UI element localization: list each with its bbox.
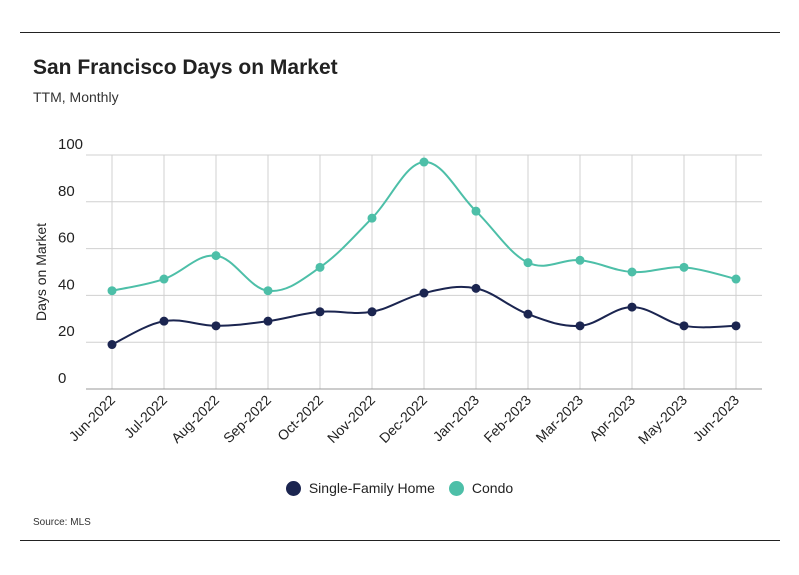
top-rule — [20, 32, 780, 33]
x-tick-label: Jul-2022 — [121, 392, 170, 441]
y-tick-label: 40 — [58, 276, 75, 293]
data-point-condo[interactable] — [315, 262, 325, 272]
data-point-single-family[interactable] — [367, 307, 377, 317]
data-point-condo[interactable] — [367, 213, 377, 223]
x-tick-label: Nov-2022 — [324, 392, 378, 446]
legend: Single-Family Home Condo — [0, 480, 799, 496]
x-tick-label: Sep-2022 — [220, 392, 274, 446]
legend-label-condo: Condo — [471, 480, 514, 496]
grid-lines — [86, 154, 762, 390]
data-point-condo[interactable] — [627, 267, 637, 277]
x-tick-label: Jun-2023 — [690, 392, 743, 445]
data-point-single-family[interactable] — [731, 321, 741, 331]
y-tick-labels: 0 20 40 60 80 100 — [58, 136, 83, 387]
y-tick-label: 20 — [58, 323, 75, 340]
data-point-condo[interactable] — [575, 255, 585, 265]
x-tick-label: Feb-2023 — [480, 392, 534, 446]
data-point-condo[interactable] — [211, 251, 221, 261]
data-point-single-family[interactable] — [575, 321, 585, 331]
y-tick-label: 100 — [58, 136, 83, 153]
x-tick-label: Aug-2022 — [168, 392, 222, 446]
y-axis-label: Days on Market — [33, 223, 49, 321]
data-point-single-family[interactable] — [471, 283, 481, 293]
x-tick-label: Oct-2022 — [274, 392, 326, 444]
x-tick-label: Jan-2023 — [430, 392, 483, 445]
data-point-condo[interactable] — [523, 258, 533, 268]
data-point-condo[interactable] — [731, 274, 741, 284]
x-tick-label: Dec-2022 — [376, 392, 430, 446]
bottom-rule — [20, 540, 780, 541]
y-tick-label: 80 — [58, 183, 75, 200]
x-tick-label: Apr-2023 — [586, 392, 638, 444]
data-point-single-family[interactable] — [107, 340, 117, 350]
legend-item-condo[interactable]: Condo — [448, 480, 514, 496]
data-point-single-family[interactable] — [211, 321, 221, 331]
legend-swatch-single-family — [285, 480, 301, 496]
chart-title: San Francisco Days on Market — [33, 56, 338, 79]
data-point-condo[interactable] — [471, 206, 481, 216]
data-point-single-family[interactable] — [263, 316, 273, 326]
x-tick-label: May-2023 — [635, 392, 690, 447]
chart-subtitle: TTM, Monthly — [33, 89, 119, 105]
data-point-single-family[interactable] — [159, 316, 169, 326]
data-point-single-family[interactable] — [679, 321, 689, 331]
data-point-condo[interactable] — [419, 157, 429, 167]
legend-item-single-family[interactable]: Single-Family Home — [285, 480, 435, 496]
data-point-condo[interactable] — [159, 274, 169, 284]
y-tick-label: 60 — [58, 230, 75, 247]
data-point-single-family[interactable] — [523, 309, 533, 319]
data-point-condo[interactable] — [679, 262, 689, 272]
legend-label-single-family: Single-Family Home — [308, 480, 435, 496]
data-point-single-family[interactable] — [419, 288, 429, 298]
data-point-condo[interactable] — [107, 286, 117, 296]
data-point-single-family[interactable] — [627, 302, 637, 312]
data-point-condo[interactable] — [263, 286, 273, 296]
data-point-single-family[interactable] — [315, 307, 325, 317]
source-note: Source: MLS — [33, 517, 91, 528]
series-points — [107, 157, 741, 350]
x-tick-label: Mar-2023 — [532, 392, 586, 446]
x-tick-label: Jun-2022 — [66, 392, 119, 445]
y-tick-label: 0 — [58, 370, 66, 387]
legend-swatch-condo — [448, 480, 464, 496]
